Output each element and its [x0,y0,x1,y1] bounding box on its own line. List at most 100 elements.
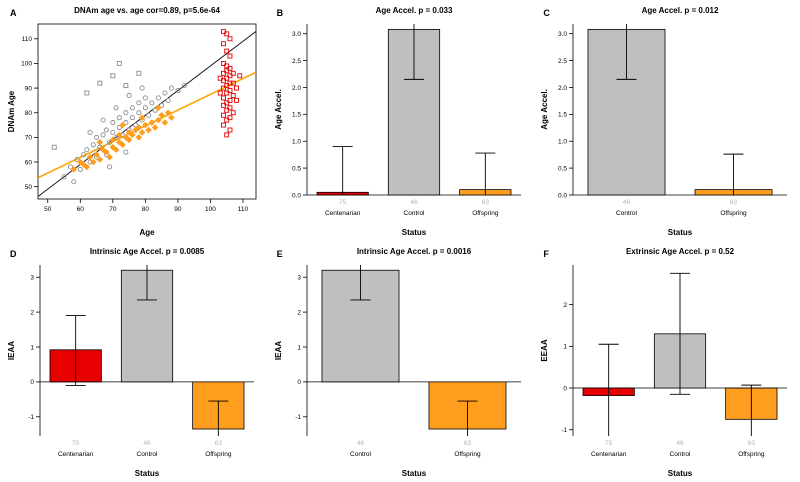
svg-text:0: 0 [564,385,568,392]
category-label-control: Control [403,210,425,217]
category-label-offspring: Offspring [472,210,499,217]
svg-text:1: 1 [564,344,568,351]
svg-text:100: 100 [205,206,216,213]
series-offspring [70,104,175,173]
n-label-offspring: 63 [481,199,489,206]
y-axis: -1 0 1 2 3 [28,265,41,436]
svg-text:100: 100 [21,61,32,68]
x-axis-label: Status [401,469,426,478]
panel-e: E Intrinsic Age Accel. p = 0.0016 IEAA -1 0… [267,241,534,482]
category-label-control: Control [616,210,638,217]
error-bar-centenarian [65,315,86,386]
n-label-centenarian: 75 [72,440,80,447]
svg-text:3: 3 [297,275,301,282]
error-bar-offspring [723,153,744,195]
svg-text:70: 70 [25,135,33,142]
error-bar-offspring [457,400,478,436]
y-axis: -1 0 1 2 3 [295,265,308,436]
n-label-control: 46 [677,440,685,447]
axes: 50 60 70 80 90 100 110 50 60 70 80 90 100 110 [21,36,248,213]
category-label-control: Control [670,451,692,458]
panel-f: F Extrinsic Age Accel. p = 0.52 EEAA -1 0 1 2… [533,241,800,482]
chart-title: Intrinsic Age Accel. p = 0.0016 [356,247,471,256]
y-axis-label: DNAm Age [7,90,16,132]
error-bar-control [403,24,424,80]
bar-age-accel-3groups: Age Accel. p = 0.033 Age Accel. 0.0 0.5 1.0 1… [274,6,521,237]
category-label-offspring: Offspring [205,451,232,458]
n-label-offspring: 63 [215,440,223,447]
svg-text:50: 50 [25,184,33,191]
n-label-control: 46 [410,199,418,206]
svg-text:3.0: 3.0 [558,31,567,38]
error-bar-control [616,24,637,80]
error-bar-offspring [208,400,229,436]
category-label-control: Control [350,451,372,458]
svg-text:1.5: 1.5 [558,112,567,119]
svg-text:1.0: 1.0 [558,139,567,146]
svg-text:0: 0 [30,379,34,386]
error-bar-control [350,265,371,301]
x-axis-label: Status [135,469,160,478]
svg-text:2.5: 2.5 [558,58,567,65]
category-label-centenarian: Centenarian [58,451,94,458]
scatter-dnam-age-vs-age: DNAm age vs. age cor=0.89, p=5.6e-64 50 60… [7,6,257,237]
n-label-offspring: 63 [464,440,472,447]
svg-text:0: 0 [297,379,301,386]
n-label-control: 46 [143,440,151,447]
n-label-centenarian: 75 [339,199,347,206]
x-axis-label: Status [401,228,426,237]
n-label-centenarian: 75 [605,440,613,447]
x-axis-label: Age [139,228,155,237]
svg-text:110: 110 [238,206,249,213]
category-label-centenarian: Centenarian [325,210,361,217]
panel-letter-c: C [543,8,550,18]
svg-text:2.0: 2.0 [558,85,567,92]
svg-text:0.5: 0.5 [292,165,301,172]
svg-text:1: 1 [30,344,34,351]
chart-title: Intrinsic Age Accel. p = 0.0085 [90,247,205,256]
n-label-control: 46 [623,199,631,206]
plot-box [37,23,257,200]
chart-title: DNAm age vs. age cor=0.89, p=5.6e-64 [74,6,220,15]
n-label-offspring: 63 [730,199,738,206]
svg-text:2.5: 2.5 [292,58,301,65]
error-bar-centenarian [598,343,619,436]
category-label-offspring: Offspring [721,210,748,217]
bar-extrinsic-age-accel-3groups: Extrinsic Age Accel. p = 0.52 EEAA -1 0 1 2 75… [540,247,788,478]
error-bar-control [137,265,157,301]
svg-text:60: 60 [77,206,85,213]
svg-text:1.5: 1.5 [292,112,301,119]
svg-text:3.0: 3.0 [292,31,301,38]
svg-text:1.0: 1.0 [292,139,301,146]
category-label-offspring: Offspring [739,451,766,458]
svg-text:2: 2 [297,309,301,316]
svg-text:3: 3 [30,275,34,282]
y-axis-label: EEAA [540,339,549,361]
panel-c: C Age Accel. p = 0.012 Age Accel. 0.0 0.5 1.… [533,0,800,241]
svg-text:0.0: 0.0 [292,192,301,199]
x-axis-label: Status [668,469,693,478]
error-bar-offspring [741,384,762,436]
panel-b: B Age Accel. p = 0.033 Age Accel. 0.0 0.5 1.… [267,0,534,241]
y-axis-label: Age Accel. [274,89,283,130]
svg-text:50: 50 [44,206,52,213]
x-axis-label: Status [668,228,693,237]
panel-letter-a: A [10,8,17,18]
svg-text:-1: -1 [295,414,301,421]
y-axis-label: Age Accel. [540,89,549,130]
error-bar-offspring [474,152,495,195]
chart-title: Age Accel. p = 0.033 [375,6,452,15]
svg-text:90: 90 [174,206,182,213]
plot-area [38,28,256,197]
panel-a: A DNAm age vs. age cor=0.89, p=5.6e-64 50… [0,0,267,241]
svg-text:80: 80 [142,206,150,213]
y-axis: 0.0 0.5 1.0 1.5 2.0 2.5 3.0 [558,24,574,199]
panel-letter-d: D [10,249,17,259]
bar-age-accel-2groups: Age Accel. p = 0.012 Age Accel. 0.0 0.5 1.0 1… [540,6,788,237]
svg-text:0.0: 0.0 [558,192,567,199]
bar-intrinsic-age-accel-2groups: Intrinsic Age Accel. p = 0.0016 IEAA -1 0 1 2… [274,247,521,478]
y-axis: 0.0 0.5 1.0 1.5 2.0 2.5 3.0 [292,24,308,199]
series-control [61,83,187,185]
series-centenarian [217,28,243,138]
